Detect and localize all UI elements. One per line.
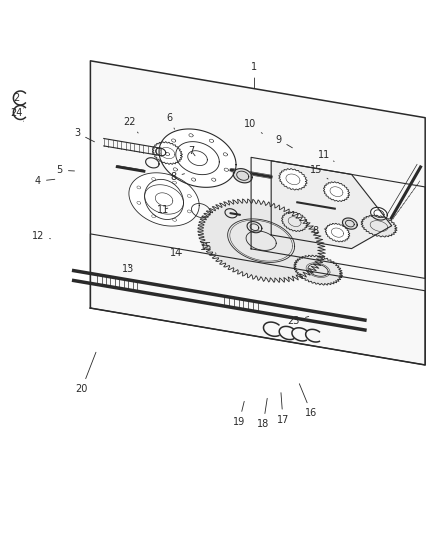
Polygon shape: [325, 223, 349, 242]
Text: 12: 12: [32, 231, 50, 241]
Text: 17: 17: [276, 393, 289, 425]
Polygon shape: [152, 142, 182, 164]
Text: 14: 14: [169, 248, 181, 259]
Text: 2: 2: [13, 93, 23, 108]
Polygon shape: [90, 61, 424, 365]
Text: 16: 16: [299, 384, 317, 418]
Text: 23: 23: [287, 316, 308, 326]
Polygon shape: [271, 161, 391, 248]
Text: 11: 11: [156, 205, 168, 215]
Polygon shape: [233, 168, 251, 183]
Polygon shape: [247, 222, 261, 233]
Text: 5: 5: [57, 165, 74, 175]
Text: 15: 15: [309, 165, 327, 179]
Text: 8: 8: [170, 172, 184, 182]
Text: 4: 4: [35, 176, 55, 186]
Text: 8: 8: [312, 227, 325, 237]
Text: 3: 3: [74, 128, 94, 142]
Text: 19: 19: [233, 401, 245, 427]
Polygon shape: [278, 168, 307, 190]
Text: 15: 15: [200, 242, 215, 253]
Text: 7: 7: [187, 146, 194, 156]
Polygon shape: [293, 255, 342, 285]
Text: 24: 24: [10, 108, 23, 121]
Polygon shape: [342, 218, 357, 229]
Polygon shape: [323, 182, 349, 201]
Text: 10: 10: [244, 119, 262, 133]
Text: 20: 20: [75, 352, 96, 394]
Polygon shape: [129, 173, 199, 226]
Text: 22: 22: [123, 117, 138, 133]
Text: 13: 13: [121, 264, 134, 273]
Text: 6: 6: [166, 112, 174, 129]
Text: 18: 18: [257, 398, 269, 429]
Text: 11: 11: [318, 150, 333, 161]
Text: 9: 9: [275, 135, 292, 148]
Polygon shape: [281, 212, 307, 231]
Text: 1: 1: [251, 62, 257, 88]
Polygon shape: [360, 215, 396, 237]
Polygon shape: [159, 129, 236, 187]
Polygon shape: [198, 199, 325, 282]
Polygon shape: [370, 207, 386, 220]
